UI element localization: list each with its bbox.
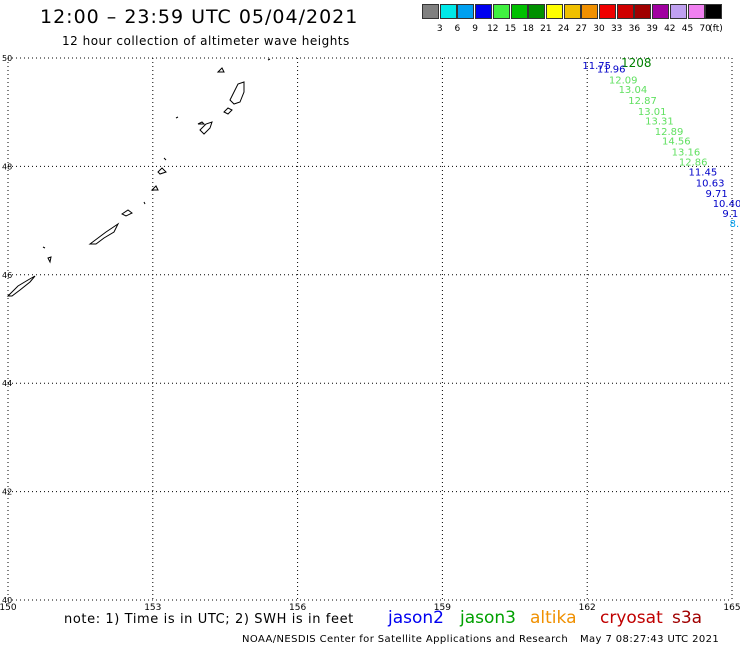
lon-tick-label: 165 — [723, 603, 740, 613]
wave-height-label: 11.96 — [597, 65, 626, 76]
lon-tick-label: 156 — [289, 603, 306, 613]
wave-height-label: 8. — [730, 219, 740, 230]
footer-timestamp: May 7 08:27:43 UTC 2021 — [580, 634, 720, 645]
map-subtitle: 12 hour collection of altimeter wave hei… — [62, 34, 350, 48]
coastline — [199, 121, 213, 135]
lon-tick-label: 153 — [144, 603, 161, 613]
legend-note: note: 1) Time is in UTC; 2) SWH is in fe… — [64, 612, 354, 627]
colorbar-swatch — [705, 4, 723, 19]
colorbar-label: 39 — [646, 24, 658, 34]
track-header-jason2: 11.75 — [582, 61, 611, 72]
colorbar-label: 12 — [487, 24, 499, 34]
colorbar-swatch — [669, 4, 687, 19]
coastline — [88, 222, 120, 245]
coastline — [163, 157, 167, 161]
coastline — [229, 81, 245, 105]
lon-tick-label: 159 — [434, 603, 451, 613]
wave-height-label: 12.09 — [609, 75, 638, 86]
lon-tick-label: 162 — [579, 603, 596, 613]
colorbar-label: 3 — [436, 24, 443, 34]
legend-altika: altika — [530, 608, 577, 628]
coastline — [175, 116, 179, 119]
wave-height-label: 12.89 — [655, 127, 684, 138]
lat-tick-label: 46 — [2, 271, 12, 280]
wave-height-label: 13.01 — [638, 107, 667, 118]
footer-credit: NOAA/NESDIS Center for Satellite Applica… — [242, 634, 569, 645]
colorbar-swatch — [687, 4, 705, 19]
legend-jason2: jason2 — [388, 608, 444, 628]
colorbar-swatch — [528, 4, 546, 19]
colorbar-swatch — [581, 4, 599, 19]
wave-height-label: 10.63 — [696, 178, 725, 189]
coastline — [121, 209, 133, 217]
coastline — [157, 167, 167, 175]
colorbar-label: 21 — [540, 24, 552, 34]
coastline — [216, 67, 225, 73]
colorbar-label: 18 — [522, 24, 534, 34]
colorbar-unit: (ft) — [709, 24, 723, 34]
colorbar-swatch — [563, 4, 581, 19]
map-title: 12:00 – 23:59 UTC 05/04/2021 — [40, 6, 359, 28]
wave-height-label: 12.87 — [628, 96, 657, 107]
colorbar-swatch — [510, 4, 528, 19]
colorbar-swatch — [475, 4, 493, 19]
lat-tick-label: 48 — [2, 162, 12, 171]
wave-height-label: 14.56 — [662, 137, 691, 148]
coastline — [6, 275, 36, 297]
wave-height-label: 12.86 — [679, 157, 708, 168]
wave-height-label: 13.16 — [672, 148, 701, 159]
colorbar-label: 6 — [454, 24, 461, 34]
coastline — [267, 58, 271, 61]
colorbar-label: 45 — [681, 24, 694, 34]
wave-height-label: 13.31 — [645, 117, 674, 128]
wave-height-label: 10.40 — [713, 199, 740, 210]
wave-height-label: 13.04 — [619, 85, 648, 96]
colorbar-swatch — [545, 4, 563, 19]
colorbar-swatch — [652, 4, 670, 19]
legend-cryosat: cryosat — [600, 608, 663, 628]
track-header-jason3: 1208 — [621, 56, 652, 70]
colorbar-label: 42 — [664, 24, 676, 34]
coastline — [47, 256, 52, 264]
coastline — [223, 107, 233, 115]
colorbar-swatch — [439, 4, 457, 19]
wave-height-label: 9.71 — [705, 189, 727, 200]
colorbar-swatch — [599, 4, 616, 19]
colorbar-swatch — [616, 4, 634, 19]
colorbar-swatch — [457, 4, 475, 19]
lat-tick-label: 44 — [2, 379, 12, 388]
coastline — [42, 246, 46, 249]
coastline — [197, 121, 206, 125]
colorbar-label: 15 — [504, 24, 517, 34]
colorbar-label: 33 — [610, 24, 623, 34]
colorbar-swatch — [634, 4, 652, 19]
colorbar-label: 9 — [472, 24, 478, 34]
wave-height-label: 9.1 — [722, 209, 738, 220]
colorbar-swatch — [492, 4, 510, 19]
legend-s3a: s3a — [672, 608, 703, 628]
lat-tick-label: 42 — [2, 488, 12, 497]
coastline — [150, 185, 159, 191]
lat-tick-label: 50 — [2, 54, 12, 63]
lat-tick-label: 40 — [2, 596, 12, 605]
colorbar-swatch — [422, 4, 439, 19]
colorbar-label: 70 — [699, 24, 711, 34]
coastline — [143, 201, 146, 205]
colorbar-label: 36 — [628, 24, 641, 34]
lon-tick-label: 150 — [0, 603, 17, 613]
colorbar-label: 24 — [557, 24, 570, 34]
colorbar-label: 27 — [575, 24, 588, 34]
wave-height-label: 11.45 — [689, 168, 718, 179]
colorbar-label: 30 — [593, 24, 605, 34]
legend-jason3: jason3 — [460, 608, 516, 628]
